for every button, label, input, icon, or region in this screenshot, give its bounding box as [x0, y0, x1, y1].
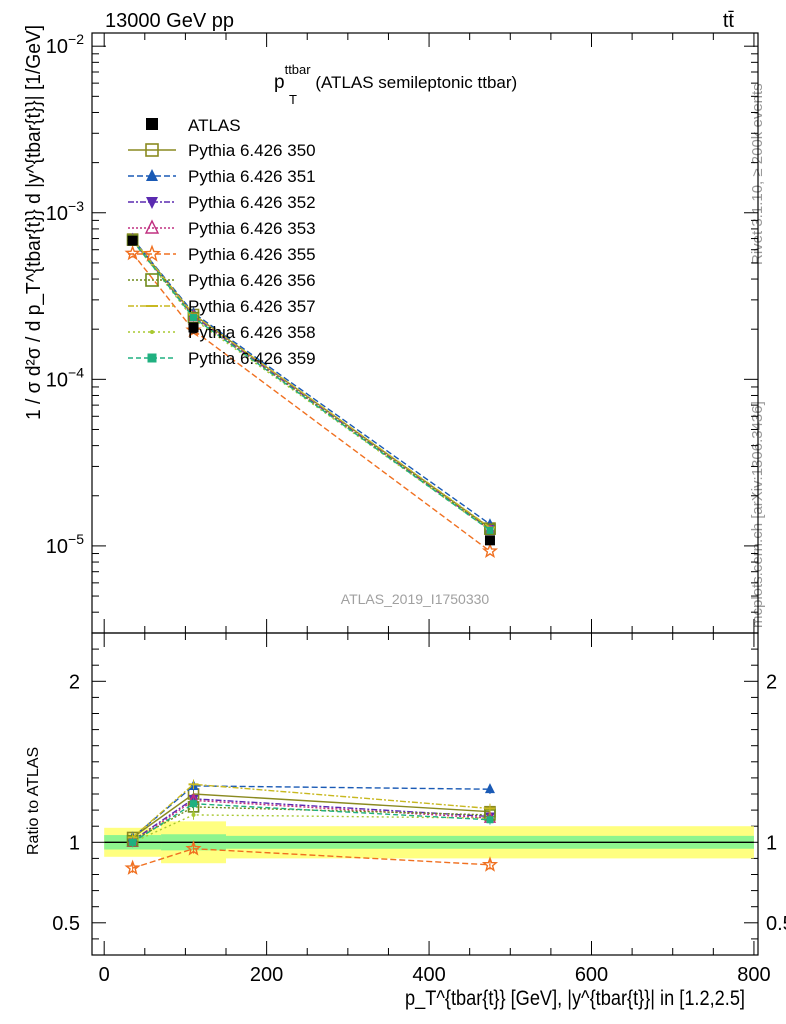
x-tick-label: 800: [737, 964, 770, 986]
ratio-tick-label-right: 2: [766, 671, 777, 693]
point-marker: [150, 330, 154, 334]
x-tick-label: 200: [250, 964, 283, 986]
titles: pttbar (ATLAS semileptonic ttbar)T 1 / σ …: [23, 25, 745, 1010]
point-marker: [124, 244, 141, 261]
point-marker: [486, 526, 494, 534]
chart-title-subscript: T: [289, 92, 297, 107]
point-marker: [190, 314, 198, 322]
point-marker: [484, 523, 496, 535]
y-tick-label: 10−3: [46, 198, 84, 225]
process-label: tt̄: [723, 10, 735, 32]
point-marker: [124, 859, 141, 875]
y-tick-label: 10−5: [46, 531, 84, 558]
point-marker: [481, 856, 499, 872]
series-line: [132, 238, 491, 525]
series-ratio: [124, 840, 499, 875]
watermark: ATLAS_2019_I1750330: [341, 591, 490, 607]
ylabel-group: 1 / σ d²σ / d p_T^{tbar{t}} d |y^{tbar{t…: [23, 25, 45, 420]
x-tick-label: 0: [99, 964, 110, 986]
point-marker: [129, 838, 137, 846]
legend-label: Pythia 6.426 356: [188, 271, 316, 290]
ratio-tick-label-right: 1: [766, 832, 777, 854]
legend-label: Pythia 6.426 359: [188, 349, 316, 368]
point-marker: [146, 169, 158, 181]
ratio-ylabel: Ratio to ATLAS: [25, 747, 42, 855]
ratio-tick-label-left: 0.5: [52, 913, 80, 935]
ratio-tick-label-left: 1: [69, 832, 80, 854]
point-marker: [147, 353, 157, 363]
xlabel: p_T^{tbar{t}} [GeV], |y^{tbar{t}}| in [1…: [405, 987, 745, 1010]
legend-label: Pythia 6.426 353: [188, 219, 316, 238]
ratio-tick-label-right: 0.5: [766, 913, 786, 935]
legend-label: Pythia 6.426 352: [188, 193, 316, 212]
point-marker: [185, 840, 202, 856]
energy-label: 13000 GeV pp: [105, 10, 234, 32]
x-tick-label: 400: [412, 964, 445, 986]
point-marker: [143, 244, 161, 262]
legend: ATLAS Pythia 6.426 350 Pythia 6.426 351 Pyt…: [128, 116, 316, 368]
ratio-tick-label-left: 2: [69, 671, 80, 693]
y-tick-label: 10−2: [46, 31, 84, 58]
main-panel: 10−5 10−4 10−3 10−2: [46, 31, 759, 634]
series-ratio: [129, 798, 494, 848]
ratio-ylabel-group: Ratio to ATLAS: [25, 747, 42, 855]
legend-label: Pythia 6.426 358: [188, 323, 316, 342]
point-marker: [144, 219, 160, 234]
y-tick-label: 10−4: [46, 364, 84, 391]
ratio-frame: [91, 632, 759, 956]
legend-label-data: ATLAS: [188, 116, 241, 135]
ratio-panel: 0 200 400 600 800 0.5 0.5 1 1 2 2: [52, 632, 786, 986]
point-marker: [190, 800, 198, 808]
legend-label: Pythia 6.426 351: [188, 167, 316, 186]
point-marker: [145, 273, 159, 287]
series-line: [132, 252, 491, 552]
series-line: [132, 240, 491, 531]
x-tick-label: 600: [575, 964, 608, 986]
point-marker: [145, 143, 159, 157]
legend-label: Pythia 6.426 350: [188, 141, 316, 160]
point-marker: [146, 197, 158, 209]
legend-marker-data: [146, 118, 158, 130]
ylabel: 1 / σ d²σ / d p_T^{tbar{t}} d |y^{tbar{t…: [23, 25, 45, 420]
point-marker: [484, 783, 495, 794]
point-marker: [481, 542, 499, 559]
legend-label: Pythia 6.426 355: [188, 245, 316, 264]
point-marker: [486, 816, 494, 824]
legend-label: Pythia 6.426 357: [188, 297, 316, 316]
chart-title: pttbar (ATLAS semileptonic ttbar): [274, 62, 517, 93]
point-marker: [191, 812, 196, 817]
